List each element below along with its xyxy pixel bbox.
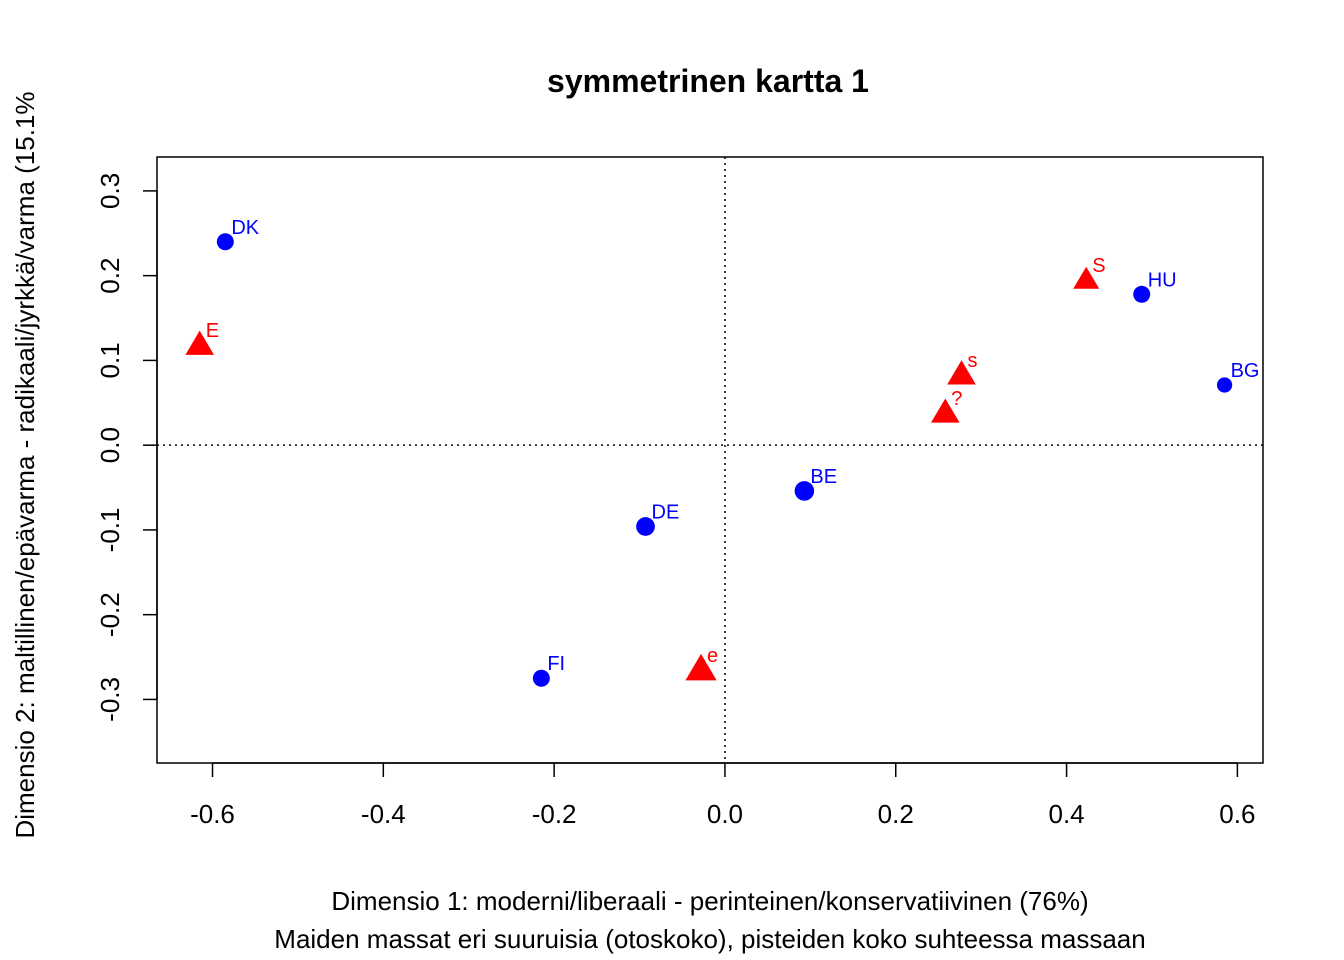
point-E xyxy=(185,330,215,355)
x-tick-label: 0.2 xyxy=(878,799,914,829)
point-HU xyxy=(1133,285,1151,303)
x-tick-label: 0.4 xyxy=(1048,799,1084,829)
x-tick-label: 0.6 xyxy=(1219,799,1255,829)
chart-title: symmetrinen kartta 1 xyxy=(547,63,869,99)
x-axis: -0.6 -0.4 -0.2 0.0 0.2 0.4 0.6 xyxy=(190,762,1255,829)
point-S xyxy=(1073,266,1100,289)
reference-lines xyxy=(157,157,1263,763)
point-label-FI: FI xyxy=(547,653,565,675)
point-e xyxy=(685,653,717,681)
point-label-q: ? xyxy=(951,388,962,410)
y-tick-label: 0.0 xyxy=(95,427,125,463)
point-label-DK: DK xyxy=(231,217,259,239)
point-label-e: e xyxy=(707,645,718,667)
y-tick-label: -0.2 xyxy=(95,592,125,637)
x-tick-label: -0.4 xyxy=(361,799,406,829)
point-label-s: s xyxy=(968,350,978,372)
data-points: DK HU BG BE DE FI E Ss? e xyxy=(185,217,1259,687)
point-label-S: S xyxy=(1092,255,1105,277)
y-axis-label: Dimensio 2: maltillinen/epävarma - radik… xyxy=(10,91,40,838)
y-tick-label: 0.2 xyxy=(95,258,125,294)
y-tick-label: -0.3 xyxy=(95,677,125,722)
point-FI xyxy=(532,669,550,687)
x-tick-label: -0.6 xyxy=(190,799,235,829)
point-DE xyxy=(636,517,655,536)
y-tick-label: -0.1 xyxy=(95,508,125,553)
point-q xyxy=(930,398,960,423)
point-label-BE: BE xyxy=(810,466,837,488)
y-tick-label: 0.3 xyxy=(95,173,125,209)
point-label-BG: BG xyxy=(1231,360,1260,382)
point-BE xyxy=(794,481,815,501)
point-label-DE: DE xyxy=(652,502,680,524)
point-s xyxy=(947,360,976,385)
x-tick-label: -0.2 xyxy=(532,799,577,829)
point-BG xyxy=(1216,377,1233,393)
point-label-E: E xyxy=(206,320,219,342)
x-axis-label: Dimensio 1: moderni/liberaali - perintei… xyxy=(331,886,1088,916)
point-label-HU: HU xyxy=(1148,269,1177,291)
x-tick-label: 0.0 xyxy=(707,799,743,829)
y-tick-label: 0.1 xyxy=(95,342,125,378)
y-axis: -0.3 -0.2 -0.1 0.0 0.1 0.2 0.3 xyxy=(95,173,158,722)
point-DK xyxy=(216,233,234,251)
x-axis-sublabel: Maiden massat eri suuruisia (otoskoko), … xyxy=(274,924,1145,954)
